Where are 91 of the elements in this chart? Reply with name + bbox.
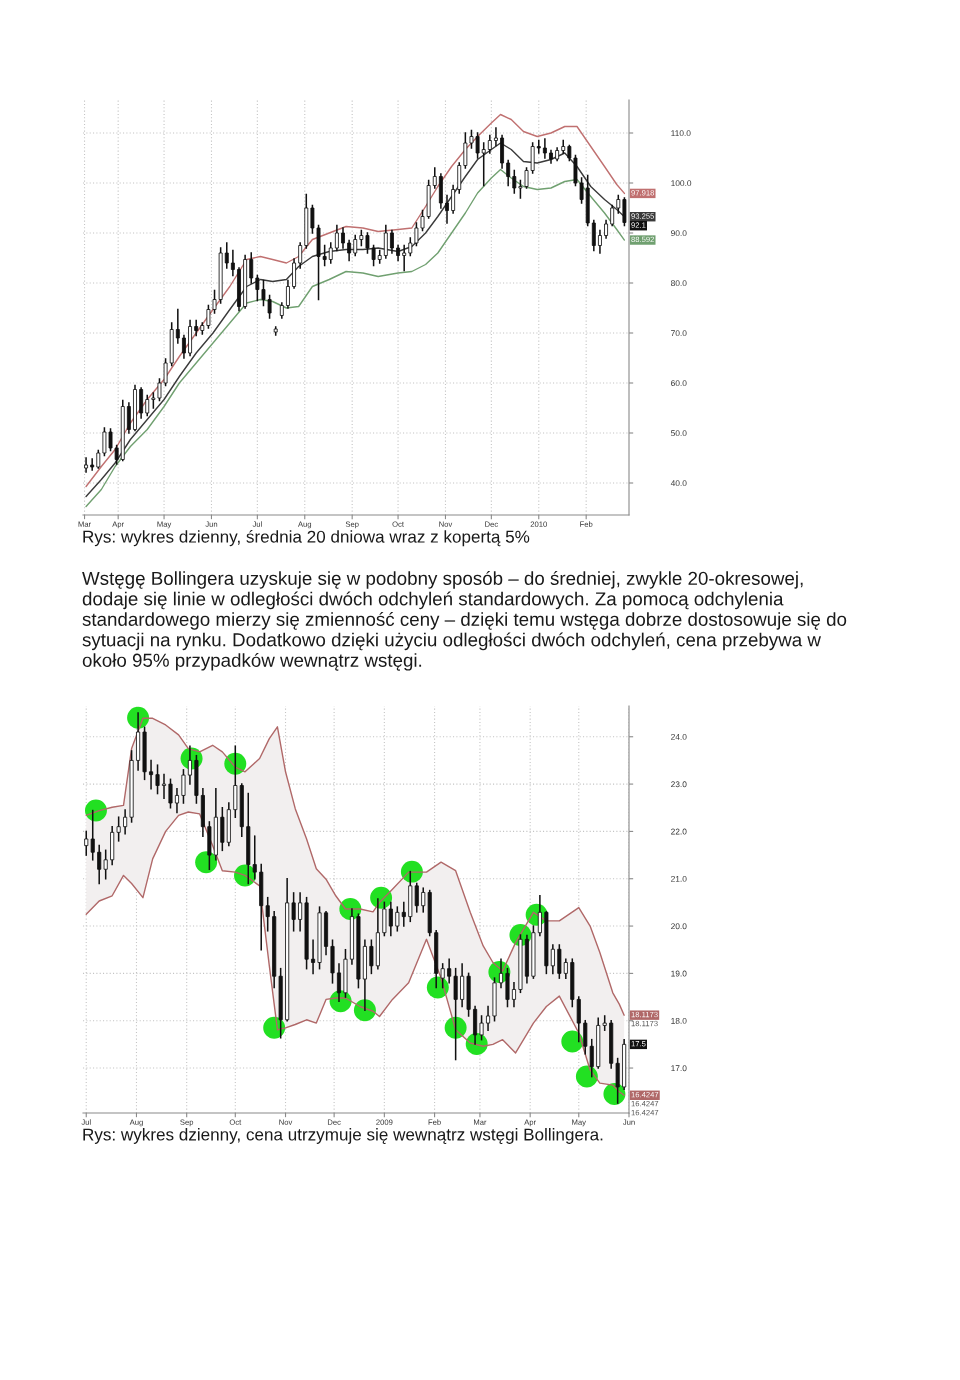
y-tick-label: 24.0 bbox=[671, 733, 687, 740]
candlestick bbox=[591, 219, 596, 252]
candlestick bbox=[506, 159, 511, 187]
candlestick bbox=[395, 906, 400, 932]
candlestick bbox=[353, 234, 358, 257]
candlestick bbox=[445, 194, 449, 224]
candlestick bbox=[402, 244, 407, 272]
candlestick bbox=[389, 229, 394, 254]
point bbox=[561, 1030, 584, 1053]
candlestick bbox=[175, 308, 180, 344]
candlestick bbox=[576, 996, 581, 1043]
y-tick-label: 80.0 bbox=[671, 280, 687, 287]
candlestick bbox=[224, 242, 229, 269]
candlestick bbox=[401, 901, 406, 927]
candlestick bbox=[174, 788, 180, 814]
candlestick bbox=[126, 402, 131, 434]
candlestick bbox=[155, 764, 160, 795]
candlestick bbox=[493, 127, 498, 147]
candlestick bbox=[341, 227, 345, 249]
candlestick bbox=[145, 394, 150, 417]
text: Rys: wykres dzienny, cena utrzymuje się wewnątrz wstęgi Bollingera. bbox=[83, 1128, 603, 1144]
candlestick bbox=[230, 249, 235, 277]
candlestick bbox=[542, 138, 547, 159]
candlestick bbox=[103, 849, 108, 880]
candlestick bbox=[383, 224, 388, 259]
y-tick-label: 20.0 bbox=[671, 923, 687, 930]
y-tick-label: 50.0 bbox=[671, 430, 687, 437]
candlestick bbox=[181, 769, 186, 804]
y-tick-label: 90.0 bbox=[671, 230, 687, 237]
candlestick bbox=[116, 816, 121, 842]
y-tick-label: 22.0 bbox=[671, 828, 687, 835]
candlestick bbox=[187, 745, 192, 785]
y-tick-label: 21.0 bbox=[671, 875, 687, 882]
candlestick bbox=[481, 142, 486, 187]
candlestick bbox=[90, 458, 95, 471]
candlestick bbox=[181, 334, 186, 359]
candlestick bbox=[498, 958, 504, 989]
candlestick bbox=[561, 139, 566, 154]
candlestick bbox=[265, 896, 270, 932]
y-tick-label: 70.0 bbox=[671, 330, 687, 337]
candlestick bbox=[622, 197, 627, 227]
candlestick bbox=[334, 224, 339, 252]
candlestick bbox=[194, 319, 199, 337]
y-tick-label: 60.0 bbox=[671, 380, 687, 387]
candlestick bbox=[451, 184, 456, 214]
candlestick bbox=[298, 892, 303, 932]
y-tick-label: 40.0 bbox=[670, 480, 687, 487]
candlestick bbox=[139, 387, 144, 419]
candlestick bbox=[382, 901, 387, 937]
candlestick bbox=[388, 901, 393, 937]
candlestick bbox=[291, 892, 296, 932]
candlestick bbox=[460, 963, 465, 1008]
candlestick bbox=[457, 162, 462, 194]
y-tick-label: 19.0 bbox=[671, 970, 687, 977]
candlestick bbox=[512, 169, 517, 194]
candlestick bbox=[369, 939, 374, 975]
candlestick bbox=[149, 759, 154, 790]
text: Rys: wykres dzienny, średnia 20 dniowa wraz z kopertą 5% bbox=[83, 530, 530, 547]
candlestick bbox=[610, 204, 615, 227]
candlestick bbox=[298, 242, 303, 269]
candlestick bbox=[536, 139, 541, 154]
candlestick bbox=[347, 239, 352, 262]
candlestick bbox=[292, 258, 297, 289]
candlestick bbox=[479, 1015, 484, 1041]
text: Wstęgę Bollingera uzyskuje się w podobny sposób – do średniej, zwykle 20-okresowej, dodaje się linie w odległości dwóch odchyleń standardowych. Za pomocą odchylenia standardowego mierzy się zmienność ceny – dzięki temu wstęga dobrze dostosowuje się do sytuacji na rynku. Dodatkowo dzięki użyciu odległości dwóch odchyleń, cena przebywa w około 95% przypadków wewnątrz wstęgi. bbox=[82, 571, 847, 671]
candlestick bbox=[161, 773, 167, 800]
candlestick bbox=[123, 809, 128, 835]
y-tick-label: 17.0 bbox=[671, 1065, 687, 1072]
candlestick bbox=[440, 963, 445, 989]
candlestick bbox=[486, 1005, 491, 1031]
candlestick bbox=[311, 939, 316, 975]
candlestick bbox=[97, 844, 102, 885]
y-tick-label: 110.0 bbox=[671, 130, 691, 137]
candlestick bbox=[615, 1057, 620, 1104]
y-tick-label: 18.0 bbox=[671, 1017, 687, 1024]
candlestick bbox=[597, 229, 602, 254]
candlestick bbox=[84, 457, 89, 473]
candlestick bbox=[511, 982, 517, 1008]
candlestick bbox=[285, 279, 290, 309]
candlestick bbox=[432, 167, 437, 189]
candlestick bbox=[336, 963, 342, 1003]
candlestick bbox=[328, 242, 333, 264]
candlestick bbox=[249, 252, 254, 284]
candlestick bbox=[453, 967, 458, 1061]
candlestick bbox=[550, 944, 555, 975]
y-tick-label: 100.0 bbox=[671, 180, 692, 187]
y-tick-label: 23.0 bbox=[671, 781, 687, 788]
candlestick bbox=[563, 958, 568, 979]
candlestick bbox=[447, 958, 452, 984]
candlestick bbox=[537, 895, 542, 937]
candlestick bbox=[168, 778, 173, 809]
